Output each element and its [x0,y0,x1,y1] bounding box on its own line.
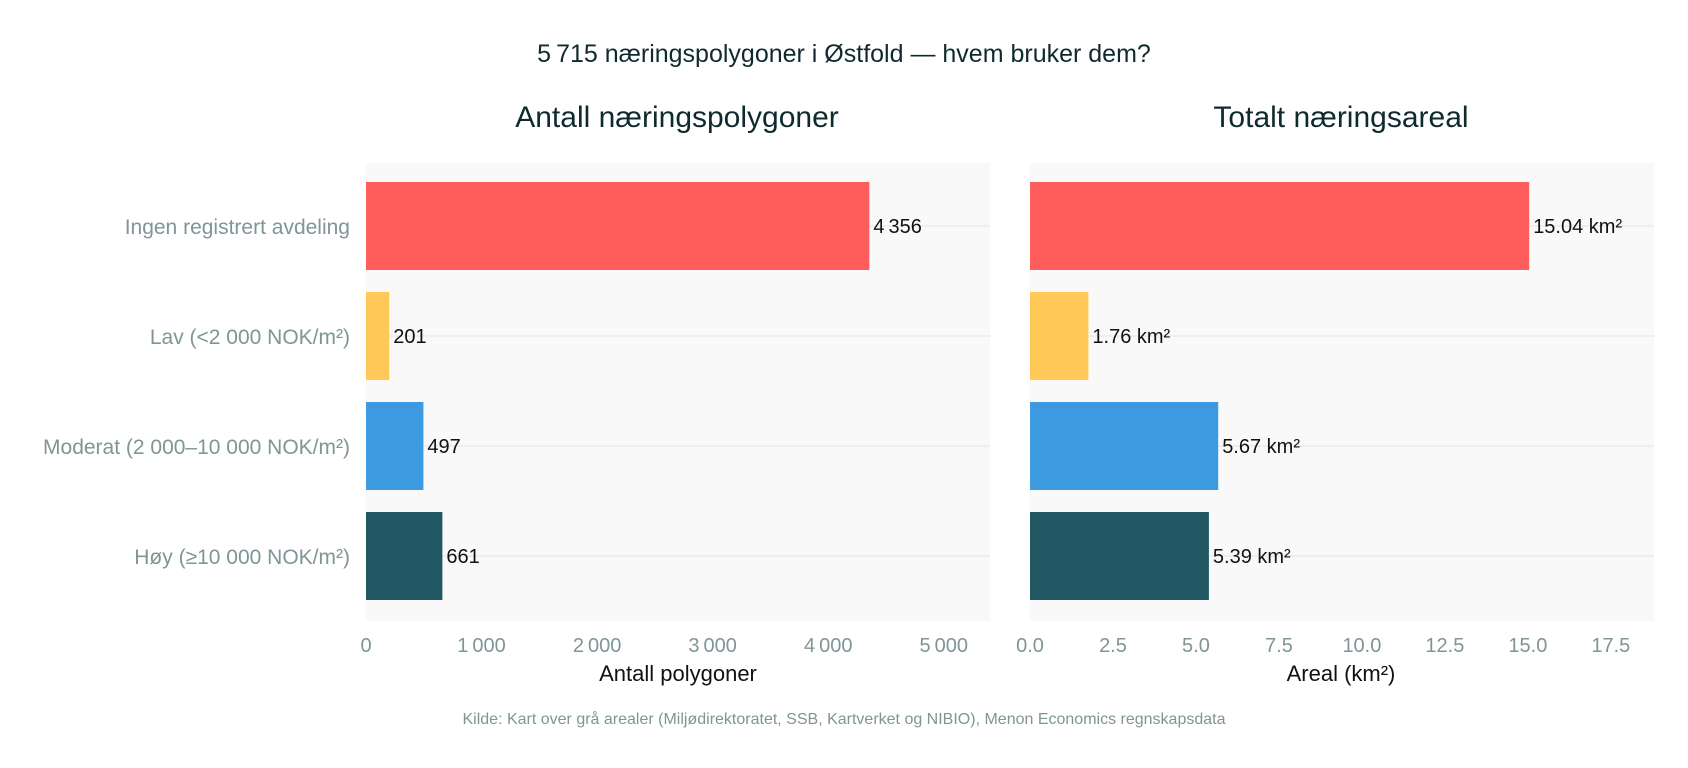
bar [366,182,870,270]
left-plot: 4 356 201 497 661 0 1 000 2 000 3 000 4 000 5 000 [360,182,990,657]
value-label: 5.67 km² [1222,436,1300,458]
x-tick-label: 0 [360,635,371,657]
source-note: Kilde: Kart over grå arealer (Miljødirek… [463,710,1226,728]
right-panel-title: Totalt næringsareal [1213,101,1468,134]
chart-title: 5 715 næringspolygoner i Østfold — hvem … [537,40,1151,68]
x-tick-label: 5.0 [1182,635,1210,657]
category-label: Ingen registrert avdeling [125,216,350,239]
bar [1030,292,1089,380]
x-tick-label: 1 000 [457,635,506,657]
value-label: 201 [393,326,426,348]
category-labels: Ingen registrert avdeling Lav (<2 000 NOK… [43,216,350,569]
x-tick-label: 17.5 [1591,635,1630,657]
value-label: 15.04 km² [1533,216,1622,238]
x-tick-label: 7.5 [1265,635,1293,657]
x-tick-label: 3 000 [688,635,737,657]
category-label: Lav (<2 000 NOK/m²) [150,326,350,349]
value-label: 4 356 [873,216,922,238]
x-tick-label: 5 000 [920,635,969,657]
bar [366,402,424,490]
left-panel-title: Antall næringspolygoner [515,101,839,134]
x-tick-label: 2.5 [1099,635,1127,657]
right-x-axis-label: Areal (km²) [1287,661,1396,686]
value-label: 5.39 km² [1213,546,1291,568]
x-tick-label: 2 000 [573,635,622,657]
x-tick-label: 15.0 [1508,635,1547,657]
x-tick-label: 4 000 [804,635,853,657]
bar [1030,182,1530,270]
bar [366,292,390,380]
value-label: 1.76 km² [1092,326,1170,348]
x-tick-label: 12.5 [1425,635,1464,657]
x-tick-label: 0.0 [1016,635,1044,657]
right-plot: 15.04 km² 1.76 km² 5.67 km² 5.39 km² 0.0 2.5 5… [1016,182,1654,657]
bar [1030,402,1219,490]
category-label: Moderat (2 000–10 000 NOK/m²) [43,436,350,459]
value-label: 661 [446,546,479,568]
left-x-axis-label: Antall polygoner [599,661,757,686]
value-label: 497 [427,436,460,458]
bar [1030,512,1209,600]
category-label: Høy (≥10 000 NOK/m²) [134,546,350,569]
bar [366,512,443,600]
x-tick-label: 10.0 [1342,635,1381,657]
